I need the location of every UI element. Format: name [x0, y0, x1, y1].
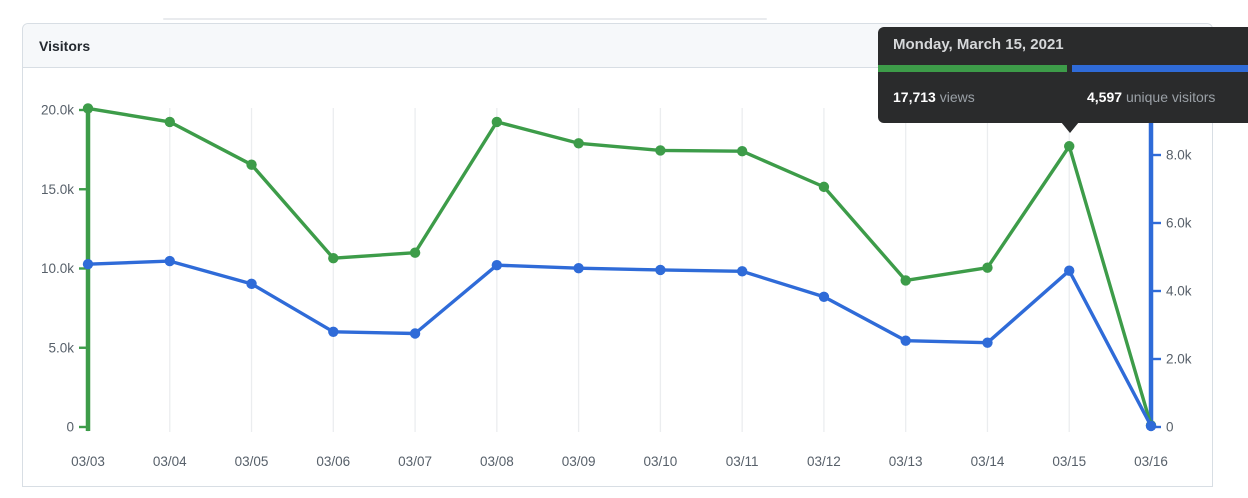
x-axis-label: 03/07	[398, 454, 432, 469]
right-axis-tick-label: 0	[1166, 420, 1174, 435]
right-axis-tick-label: 8.0k	[1166, 148, 1192, 163]
unique-visitors-line	[86, 259, 1153, 428]
views-point-03/13[interactable]	[900, 275, 911, 286]
x-axis-label: 03/05	[235, 454, 269, 469]
x-axis-label: 03/08	[480, 454, 514, 469]
x-axis-label: 03/04	[153, 454, 187, 469]
views-point-03/11[interactable]	[736, 146, 748, 157]
unique-point-03/11[interactable]	[736, 266, 748, 277]
views-point-03/10[interactable]	[655, 145, 666, 156]
tooltip-date: Monday, March 15, 2021	[893, 36, 1064, 53]
x-axis-label: 03/15	[1052, 454, 1086, 469]
views-label: views	[939, 89, 975, 105]
views-point-03/08[interactable]	[491, 116, 503, 128]
x-axis-label: 03/14	[971, 454, 1005, 469]
x-axis-label: 03/06	[316, 454, 350, 469]
views-point-03/03[interactable]	[82, 103, 94, 114]
unique-point-03/05[interactable]	[246, 278, 257, 290]
unique-point-03/12[interactable]	[818, 291, 830, 302]
unique-point-03/14[interactable]	[982, 337, 993, 348]
right-axis-tick-label: 4.0k	[1166, 284, 1192, 299]
unique-point-03/04[interactable]	[164, 255, 175, 267]
unique-point-03/15[interactable]	[1064, 265, 1075, 276]
views-point-03/15[interactable]	[1064, 141, 1075, 152]
unique-color-bar	[1072, 65, 1248, 72]
chart-tooltip: Monday, March 15, 2021 17,713 views 4,59…	[878, 27, 1248, 133]
unique-point-03/06[interactable]	[328, 326, 339, 337]
x-axis-label: 03/13	[889, 454, 923, 469]
tooltip-views-value: 17,713 views	[878, 72, 1067, 105]
x-axis-label: 03/10	[643, 454, 677, 469]
left-axis-tick-label: 0	[66, 420, 74, 435]
unique-point-03/07[interactable]	[409, 328, 421, 339]
views-point-03/05[interactable]	[246, 159, 257, 170]
views-point-03/04[interactable]	[164, 116, 175, 128]
views-count: 17,713	[893, 89, 936, 105]
partial-element-edge	[163, 18, 767, 20]
left-axis-tick-label: 5.0k	[48, 340, 74, 355]
tooltip-caret	[1061, 122, 1079, 133]
unique-point-03/13[interactable]	[900, 335, 911, 346]
x-axis-label: 03/03	[71, 454, 105, 469]
right-axis-tick-label: 6.0k	[1166, 216, 1192, 231]
tooltip-unique-cell: 4,597 unique visitors	[1072, 65, 1248, 105]
views-point-03/07[interactable]	[409, 247, 421, 258]
x-axis-label: 03/11	[726, 454, 759, 469]
views-point-03/12[interactable]	[818, 181, 830, 193]
tooltip-unique-value: 4,597 unique visitors	[1072, 72, 1248, 105]
tooltip-views-cell: 17,713 views	[878, 65, 1067, 105]
unique-point-03/10[interactable]	[655, 264, 666, 276]
unique-point-03/08[interactable]	[491, 259, 503, 271]
views-point-03/14[interactable]	[982, 262, 993, 273]
unique-point-03/16[interactable]	[1145, 420, 1157, 432]
left-axis-tick-label: 20.0k	[41, 103, 74, 118]
unique-label: unique visitors	[1125, 89, 1216, 105]
left-axis-tick-label: 15.0k	[41, 182, 74, 197]
x-axis-label: 03/09	[562, 454, 596, 469]
tooltip-row: 17,713 views 4,597 unique visitors	[878, 65, 1248, 105]
x-axis-label: 03/16	[1134, 454, 1168, 469]
views-line	[86, 106, 1153, 428]
right-axis-tick-label: 2.0k	[1166, 352, 1192, 367]
unique-point-03/03[interactable]	[82, 258, 94, 270]
left-axis-tick-label: 10.0k	[41, 261, 74, 276]
unique-count: 4,597	[1087, 89, 1123, 105]
views-point-03/09[interactable]	[573, 138, 584, 149]
views-point-03/06[interactable]	[328, 252, 339, 264]
views-color-bar	[878, 65, 1067, 72]
card-title: Visitors	[39, 37, 91, 54]
x-axis-label: 03/12	[807, 454, 841, 469]
unique-point-03/09[interactable]	[573, 263, 584, 274]
